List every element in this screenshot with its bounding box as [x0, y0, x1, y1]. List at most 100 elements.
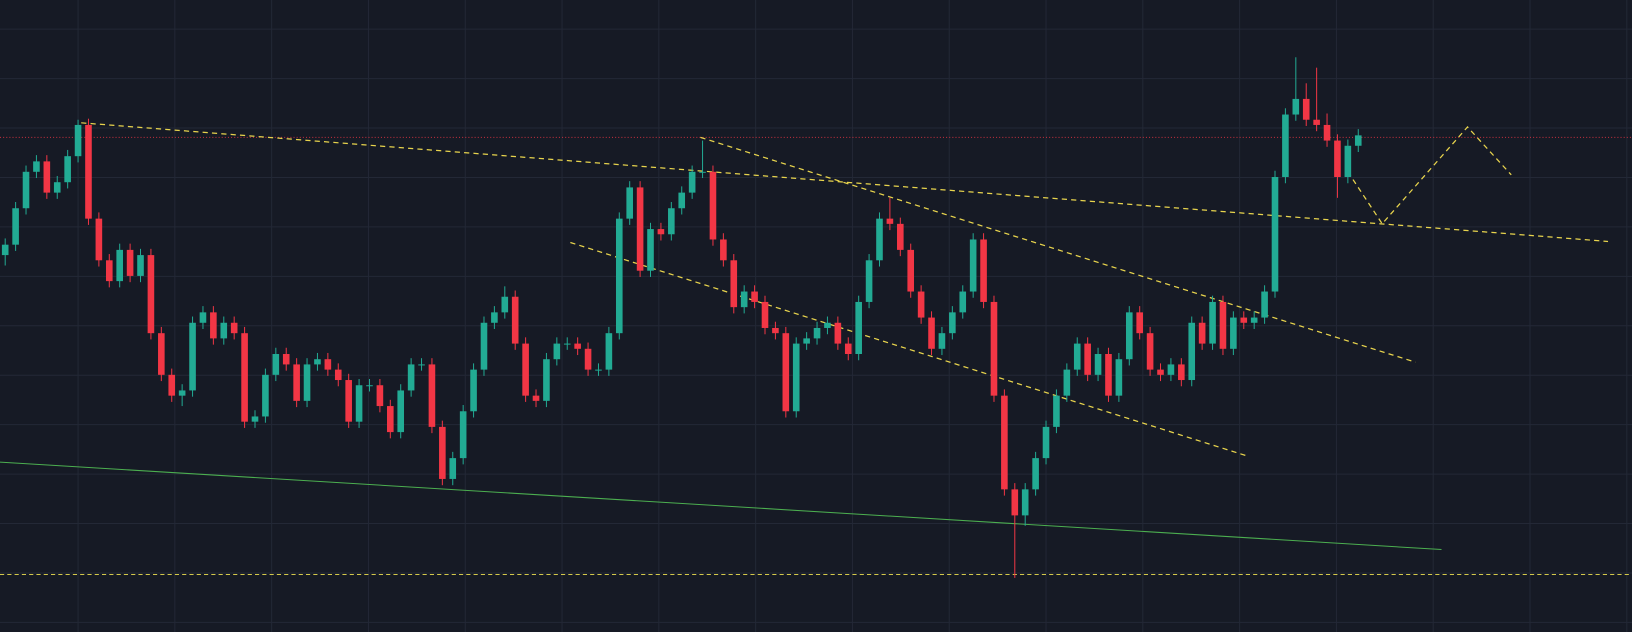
candle-body: [1146, 333, 1154, 370]
candle-body: [553, 343, 561, 360]
candle-body: [1292, 98, 1300, 115]
candle-body: [1094, 354, 1102, 375]
candle-body: [772, 327, 779, 334]
candle-body: [1, 244, 9, 256]
candle-body: [803, 338, 810, 344]
candle-body: [1063, 369, 1071, 396]
candle-body: [126, 249, 134, 276]
candle-body: [563, 343, 571, 345]
candle-body: [272, 354, 280, 375]
candle-body: [1209, 301, 1216, 344]
candle-body: [990, 301, 998, 396]
candle-body: [1042, 426, 1050, 459]
candle-body: [782, 333, 790, 412]
candle-body: [178, 390, 186, 396]
candle-body: [33, 161, 40, 172]
candle-body: [668, 208, 675, 235]
candle-body: [1115, 359, 1123, 396]
candle-body: [615, 218, 623, 334]
candle-body: [74, 124, 82, 157]
candle-body: [636, 187, 644, 271]
candle-body: [626, 187, 633, 219]
candle-body: [1313, 119, 1320, 125]
candle-body: [251, 416, 259, 422]
candle-body: [1198, 322, 1206, 344]
trendline: [700, 136, 1416, 363]
candle-body: [1084, 343, 1091, 375]
candle-body: [907, 249, 915, 292]
candle-body: [1001, 395, 1008, 490]
candle-body: [1344, 145, 1352, 178]
candle-body: [605, 333, 613, 370]
candle-body: [324, 359, 332, 370]
candle-body: [751, 291, 758, 302]
candle-body: [1282, 114, 1289, 178]
candle-body: [1167, 364, 1175, 375]
candle-body: [855, 301, 862, 355]
candle-body: [449, 458, 457, 479]
candle-body: [366, 385, 373, 387]
drawings: [0, 122, 1632, 576]
candle-body: [147, 255, 155, 334]
candle-body: [1053, 395, 1060, 427]
candle-body: [43, 161, 51, 193]
candle-body: [428, 364, 436, 427]
candle-body: [1021, 489, 1029, 516]
candle-body: [1136, 312, 1143, 334]
candle-body: [1302, 98, 1310, 120]
candle-body: [376, 385, 384, 407]
candle-body: [12, 208, 19, 245]
candle-body: [241, 333, 248, 422]
candle-body: [959, 291, 967, 313]
candle-body: [85, 124, 92, 219]
candle-body: [262, 374, 269, 417]
candle-body: [480, 322, 488, 370]
candle-body: [574, 343, 581, 349]
candle-body: [210, 312, 217, 339]
candle-body: [865, 260, 873, 302]
candle-body: [1188, 322, 1196, 381]
candle-body: [938, 333, 946, 349]
candle-body: [917, 291, 925, 318]
candle-body: [1334, 140, 1341, 178]
candle-body: [22, 171, 30, 209]
candle-body: [501, 296, 509, 313]
candle-body: [1011, 489, 1019, 516]
candle-body: [407, 364, 415, 391]
candle-body: [824, 322, 831, 328]
candle-body: [303, 364, 311, 401]
candle-body: [1271, 177, 1279, 292]
candle-body: [740, 291, 748, 308]
candle-body: [511, 296, 519, 344]
candle-body: [1178, 364, 1185, 381]
candle-body: [345, 380, 352, 422]
projection: [1347, 126, 1512, 225]
candle-body: [116, 249, 123, 282]
candle-body: [730, 260, 738, 308]
candle-body: [439, 426, 446, 479]
candle-body: [813, 327, 821, 339]
candles: [1, 57, 1362, 578]
candle-body: [1354, 135, 1362, 146]
candle-body: [688, 171, 696, 193]
candle-body: [1323, 124, 1331, 141]
candle-body: [459, 411, 467, 459]
candle-body: [1250, 317, 1258, 323]
candle-body: [1073, 343, 1081, 370]
candle-body: [949, 312, 956, 334]
candle-body: [876, 218, 883, 261]
candle-body: [532, 395, 540, 401]
candle-body: [543, 359, 550, 401]
candle-body: [647, 229, 654, 271]
candle-body: [595, 369, 602, 371]
trendline: [81, 122, 1609, 243]
candle-body: [720, 239, 727, 261]
candle-body: [886, 218, 894, 224]
candle-body: [397, 390, 405, 433]
candle-body: [53, 182, 61, 193]
candle-body: [137, 255, 144, 276]
candle-body: [1240, 317, 1248, 323]
candle-body: [220, 322, 228, 339]
candle-body: [792, 343, 800, 412]
